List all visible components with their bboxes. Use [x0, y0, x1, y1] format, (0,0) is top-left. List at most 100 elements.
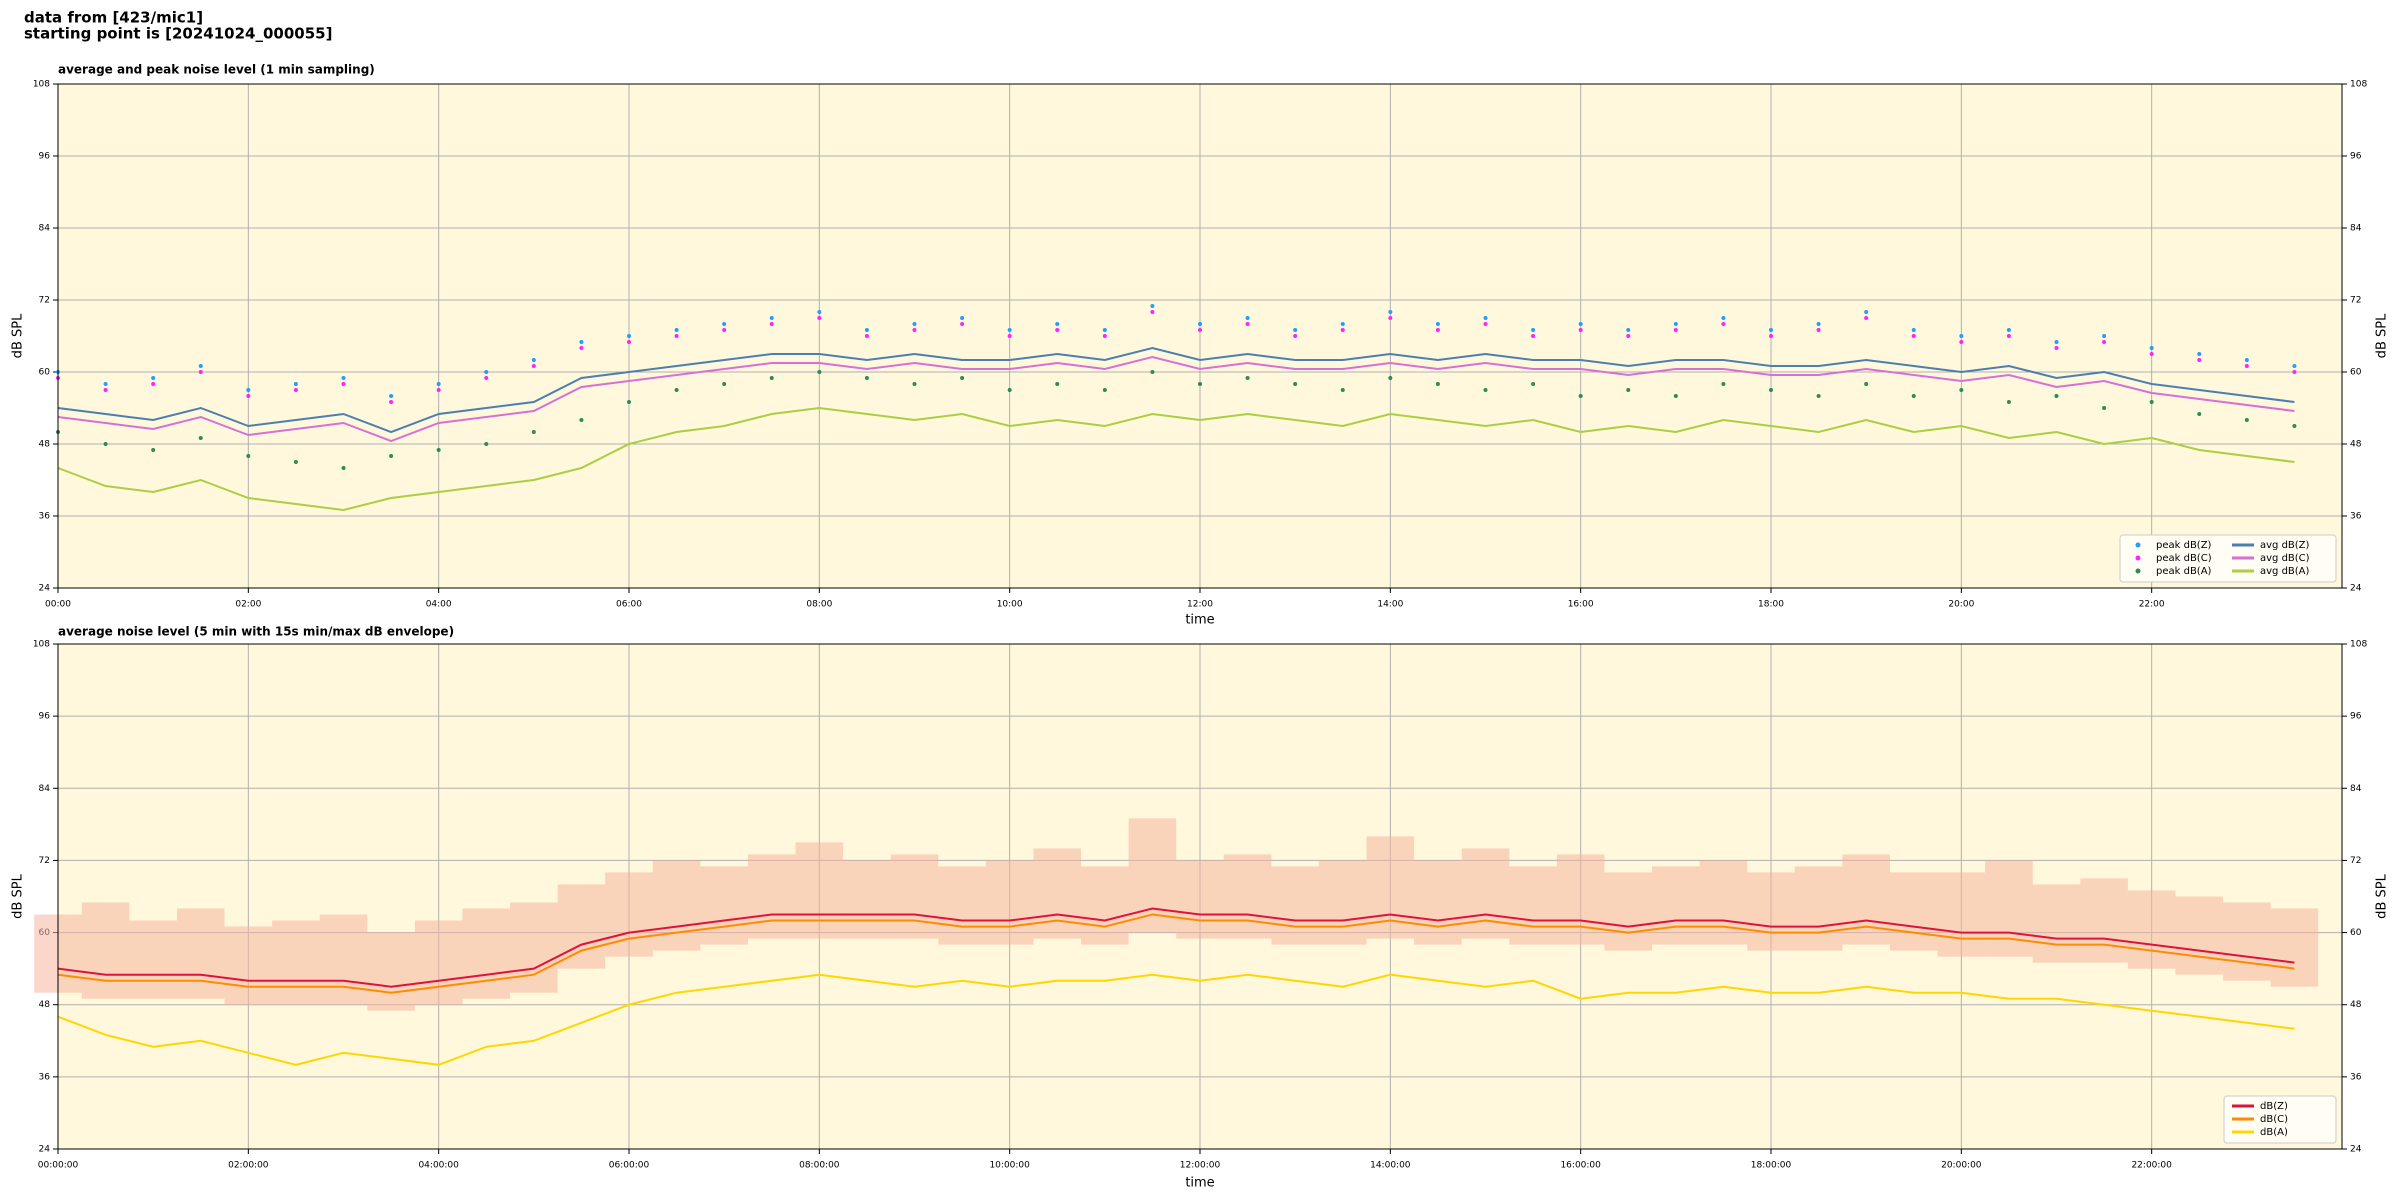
- peak-point: [960, 322, 965, 326]
- peak-point: [912, 382, 917, 386]
- envelope-band: [1604, 872, 1653, 951]
- peak-point: [1198, 322, 1202, 326]
- peak-point: [1578, 394, 1583, 398]
- envelope-band: [272, 920, 320, 1005]
- y2-tick-label: 60: [2350, 368, 2362, 378]
- peak-point: [531, 430, 536, 434]
- peak-point: [1531, 334, 1536, 338]
- peak-point: [1245, 376, 1250, 380]
- peak-point: [1150, 370, 1155, 374]
- peak-point: [912, 328, 917, 332]
- peak-point: [2244, 418, 2249, 422]
- y2-tick-label: 36: [2350, 512, 2362, 522]
- peak-point: [198, 370, 203, 374]
- peak-point: [627, 400, 631, 404]
- peak-point: [1673, 322, 1678, 326]
- peak-point: [674, 334, 679, 338]
- x-tick-label: 22:00: [2139, 600, 2165, 610]
- peak-point: [1578, 328, 1583, 332]
- envelope-band: [1223, 854, 1272, 939]
- y-tick-label: 24: [39, 1145, 51, 1155]
- peak-point: [1864, 310, 1869, 314]
- y-tick-label: 24: [39, 584, 51, 594]
- envelope-band: [1937, 872, 1986, 957]
- x-tick-label: 14:00:00: [1370, 1161, 1411, 1171]
- chart-title: average and peak noise level (1 min samp…: [58, 63, 375, 77]
- peak-point: [2292, 370, 2297, 374]
- x-axis-label: time: [1185, 1176, 1214, 1191]
- peak-point: [1531, 382, 1536, 386]
- peak-point: [1673, 328, 1678, 332]
- peak-point: [2102, 340, 2107, 344]
- envelope-band: [224, 926, 273, 1005]
- peak-point: [1293, 334, 1298, 338]
- y2-tick-label: 72: [2350, 296, 2361, 306]
- x-tick-label: 00:00: [45, 600, 71, 610]
- peak-point: [864, 328, 869, 332]
- header-start: starting point is [20241024_000055]: [24, 25, 332, 43]
- x-tick-label: 14:00: [1377, 600, 1403, 610]
- y2-tick-label: 72: [2350, 856, 2361, 866]
- legend-label: avg dB(Z): [2260, 540, 2310, 551]
- peak-point: [389, 394, 394, 398]
- peak-point: [1435, 382, 1440, 386]
- peak-point: [2292, 424, 2297, 428]
- peak-point: [341, 376, 346, 380]
- envelope-band: [2270, 908, 2319, 987]
- y-tick-label: 84: [39, 224, 51, 234]
- envelope-band: [1461, 848, 1510, 939]
- peak-point: [2197, 412, 2202, 416]
- envelope-band: [462, 908, 511, 999]
- envelope-band: [129, 920, 177, 999]
- x-tick-label: 06:00: [616, 600, 642, 610]
- peak-point: [579, 340, 584, 344]
- peak-point: [722, 328, 727, 332]
- peak-point: [1150, 304, 1155, 308]
- peak-point: [960, 376, 965, 380]
- envelope-band: [652, 860, 701, 951]
- peak-point: [1007, 388, 1012, 392]
- peak-point: [1911, 334, 1916, 338]
- y2-tick-label: 108: [2350, 80, 2367, 90]
- peak-point: [1959, 340, 1964, 344]
- peak-point: [864, 376, 869, 380]
- peak-point: [103, 382, 108, 386]
- envelope-band: [319, 914, 368, 1005]
- envelope-band: [2223, 902, 2271, 981]
- legend-label: peak dB(C): [2156, 553, 2212, 564]
- envelope-band: [1414, 860, 1462, 945]
- peak-point: [579, 346, 584, 350]
- series-line: [57, 913, 2295, 994]
- y-tick-label: 72: [39, 856, 50, 866]
- legend-label: dB(Z): [2260, 1101, 2288, 1112]
- envelope-band: [605, 872, 653, 957]
- peak-point: [1959, 334, 1964, 338]
- x-tick-label: 00:00:00: [38, 1161, 79, 1171]
- peak-point: [1007, 334, 1012, 338]
- y2-axis-label: dB SPL: [2375, 873, 2390, 918]
- y2-axis-label: dB SPL: [2375, 313, 2390, 358]
- peak-point: [436, 382, 441, 386]
- envelope-band: [176, 908, 225, 999]
- peak-point: [1673, 394, 1678, 398]
- envelope-band: [795, 842, 844, 939]
- peak-point: [246, 454, 251, 458]
- peak-point: [2244, 358, 2249, 362]
- peak-point: [1816, 322, 1821, 326]
- x-tick-label: 04:00: [426, 600, 452, 610]
- legend-marker: [2135, 542, 2141, 548]
- envelope-band: [1033, 848, 1082, 939]
- x-tick-label: 20:00: [1948, 600, 1974, 610]
- chart-title: average noise level (5 min with 15s min/…: [58, 625, 454, 639]
- peak-point: [341, 382, 346, 386]
- y2-tick-label: 24: [2350, 1145, 2362, 1155]
- y2-tick-label: 36: [2350, 1072, 2362, 1082]
- peak-point: [2149, 346, 2154, 350]
- envelope-band: [2032, 884, 2081, 963]
- series-line: [57, 973, 2295, 1066]
- peak-point: [1769, 388, 1773, 392]
- peak-point: [1864, 316, 1869, 320]
- peak-point: [1150, 310, 1155, 314]
- series-line: [57, 907, 2295, 988]
- peak-point: [484, 370, 489, 374]
